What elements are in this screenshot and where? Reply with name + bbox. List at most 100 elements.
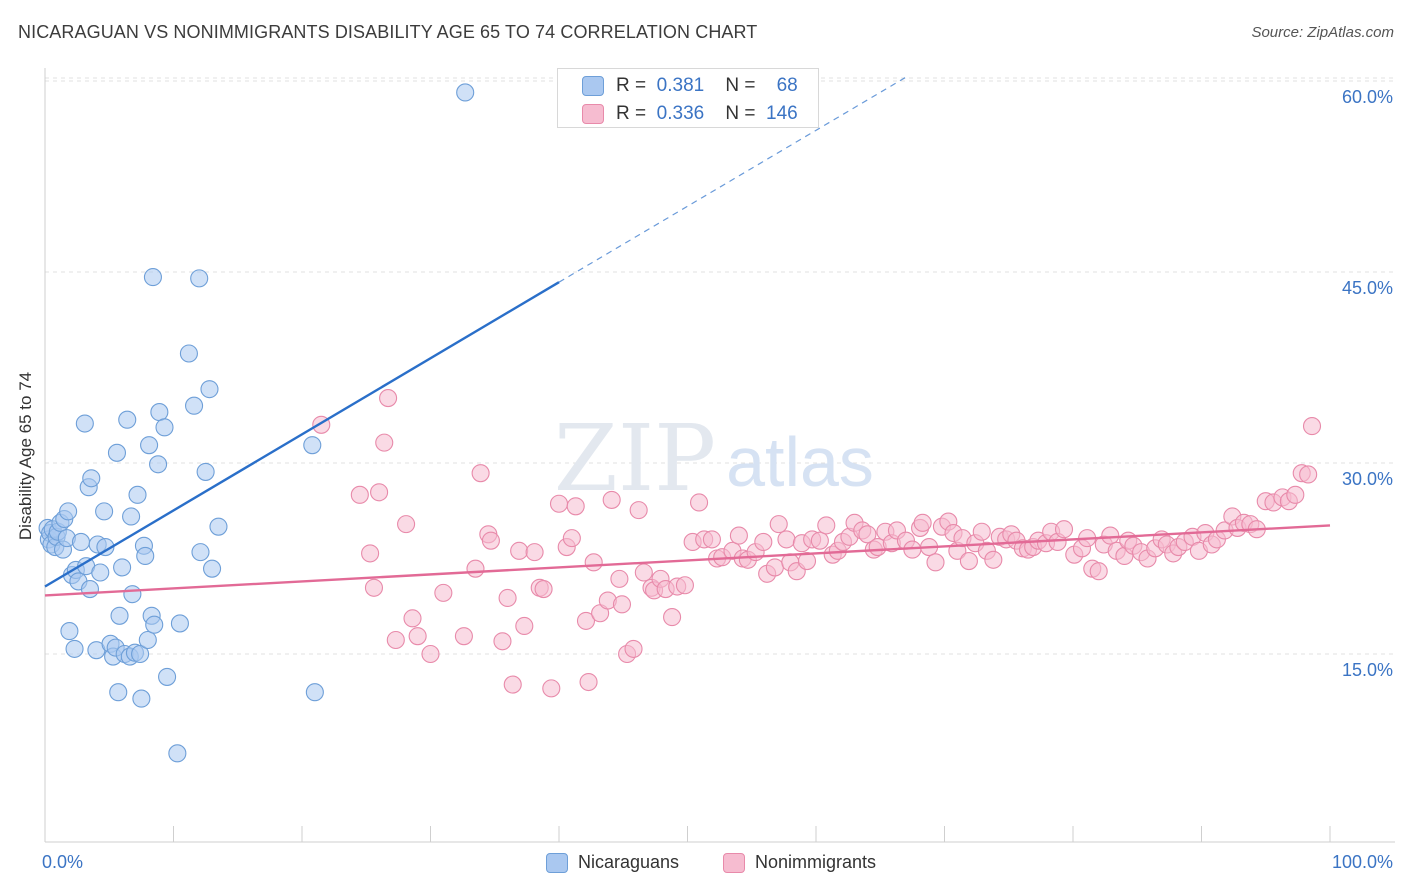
nicaraguans-point-39	[122, 507, 141, 526]
nicaraguans-point-48	[140, 436, 159, 455]
nicaraguans-point-32	[107, 443, 127, 462]
nonimmigrants-point-30	[566, 497, 585, 516]
nonimmigrants-point-69	[797, 551, 817, 571]
nonimmigrants-point-13	[454, 627, 473, 646]
nicaraguans-point-55	[158, 667, 177, 686]
y-tick-label-60: 60.0%	[1341, 87, 1393, 107]
nonimmigrants-point-25	[534, 580, 553, 599]
nicaraguans-point-61	[191, 543, 210, 562]
nonimmigrants-point-147	[1286, 485, 1305, 504]
legend-r-label: R =	[616, 75, 647, 96]
nicaraguans-point-53	[150, 403, 169, 422]
bottom-legend-nicaraguans-label: Nicaraguans	[578, 852, 680, 872]
nicaraguans-point-18	[71, 532, 91, 551]
nicaraguans-point-64	[203, 559, 222, 578]
nicaraguans-point-12	[59, 502, 78, 521]
nonimmigrants-point-150	[1302, 417, 1322, 436]
axis-layer	[44, 68, 1395, 843]
nonimmigrants-r-value: 0.336	[656, 103, 705, 124]
nicaraguans-swatch	[582, 75, 604, 96]
nicaraguans-point-47	[138, 630, 157, 650]
nicaraguans-point-40	[123, 585, 142, 604]
nicaraguans-point-59	[185, 396, 204, 415]
nonimmigrants-point-7	[386, 630, 405, 650]
nicaraguans-point-34	[110, 606, 129, 625]
nicaraguans-point-56	[168, 744, 187, 763]
nicaraguans-point-44	[132, 689, 151, 708]
nonimmigrants-point-6	[379, 389, 398, 408]
nonimmigrants-point-38	[612, 595, 632, 614]
nonimmigrants-point-47	[663, 608, 682, 627]
correlation-legend: R = 0.381 N = 68 R = 0.336 N = 146	[557, 68, 819, 128]
nicaraguans-point-35	[113, 558, 132, 577]
nonimmigrants-point-15	[471, 464, 490, 483]
nonimmigrants-point-2	[361, 544, 380, 563]
nicaraguans-point-68	[456, 83, 475, 102]
nonimmigrants-point-53	[702, 530, 721, 549]
nonimmigrants-points	[312, 389, 1322, 698]
bottom-nonimmigrants-swatch	[723, 853, 745, 874]
nonimmigrants-point-96	[959, 551, 978, 571]
nicaraguans-point-66	[303, 436, 322, 455]
nicaraguans-point-13	[60, 622, 79, 641]
chart-title: NICARAGUAN VS NONIMMIGRANTS DISABILITY A…	[18, 22, 758, 42]
nonimmigrants-point-51	[690, 493, 709, 512]
nonimmigrants-point-88	[913, 513, 932, 532]
nonimmigrants-point-100	[984, 550, 1003, 569]
bottom-legend-nonimmigrants-label: Nonimmigrants	[755, 852, 877, 872]
nonimmigrants-point-119	[1101, 526, 1120, 545]
nicaraguans-point-62	[196, 462, 215, 481]
nonimmigrants-point-63	[765, 558, 784, 577]
nonimmigrants-point-20	[503, 675, 522, 694]
nicaraguans-point-33	[109, 683, 128, 702]
nicaraguans-point-60	[190, 269, 209, 288]
nonimmigrants-point-31	[576, 611, 596, 630]
nonimmigrants-point-11	[421, 644, 440, 664]
nonimmigrants-point-18	[493, 632, 512, 651]
nonimmigrants-point-21	[510, 541, 529, 560]
nonimmigrants-trend-line	[44, 524, 1331, 597]
nicaraguans-n-value: 68	[776, 75, 798, 96]
nonimmigrants-point-12	[434, 583, 453, 602]
nonimmigrants-point-4	[370, 483, 389, 502]
nonimmigrants-point-27	[549, 494, 569, 513]
nonimmigrants-point-40	[624, 639, 643, 658]
x-tick-label-100: 100.0%	[1331, 852, 1393, 872]
chart-source: Source: ZipAtlas.com	[1251, 24, 1394, 41]
nonimmigrants-point-117	[1089, 562, 1108, 581]
nicaraguans-point-26	[91, 563, 110, 582]
nicaraguans-point-63	[200, 380, 219, 399]
nicaraguans-point-50	[143, 268, 162, 287]
legend-r-label: R =	[616, 103, 647, 124]
nonimmigrants-point-90	[926, 553, 945, 572]
nonimmigrants-point-49	[675, 576, 694, 595]
nonimmigrants-point-22	[515, 616, 534, 636]
nonimmigrants-n-value: 146	[766, 103, 798, 124]
nonimmigrants-point-64	[769, 515, 788, 534]
watermark-atlas: atlas	[726, 423, 874, 501]
nicaraguans-point-15	[65, 639, 84, 658]
nonimmigrants-swatch	[582, 103, 604, 124]
nicaraguans-point-54	[155, 418, 174, 437]
nonimmigrants-point-112	[1054, 520, 1074, 539]
nicaraguans-trend-extension	[558, 76, 907, 283]
nonimmigrants-point-8	[397, 515, 416, 534]
nonimmigrants-point-26	[542, 679, 561, 698]
nonimmigrants-point-42	[634, 563, 653, 582]
nonimmigrants-point-98	[972, 522, 991, 541]
nicaraguans-point-22	[80, 580, 100, 599]
legend-row-nicaraguans: R = 0.381 N = 68	[582, 75, 798, 97]
nonimmigrants-point-14	[466, 559, 485, 578]
grid-layer	[45, 77, 1395, 655]
nonimmigrants-point-9	[403, 609, 422, 628]
nonimmigrants-point-57	[729, 526, 748, 545]
y-axis-label: Disability Age 65 to 74	[16, 371, 35, 541]
nicaraguans-point-51	[145, 615, 164, 634]
nonimmigrants-point-29	[562, 529, 581, 548]
x-tick-label-0: 0.0%	[42, 852, 84, 872]
bottom-legend-nonimmigrants: Nonimmigrants	[723, 852, 877, 874]
nicaraguans-point-67	[305, 683, 324, 702]
nonimmigrants-point-72	[817, 516, 836, 535]
bottom-nicaraguans-swatch	[546, 853, 568, 874]
nicaraguans-point-46	[136, 546, 155, 566]
